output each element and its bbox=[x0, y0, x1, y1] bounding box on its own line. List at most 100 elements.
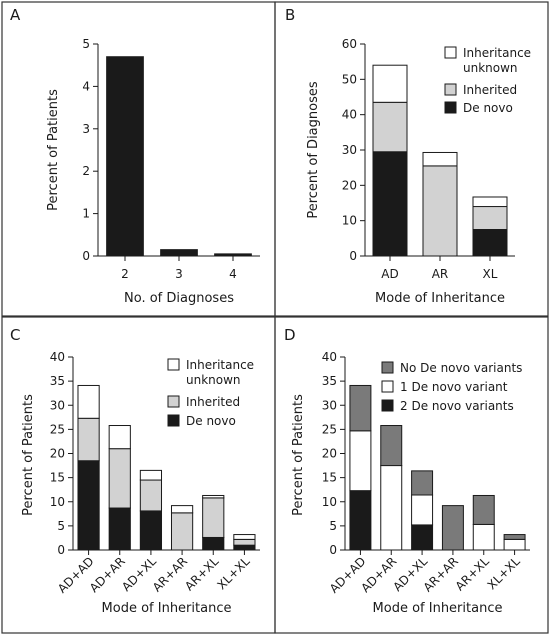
y-axis-label: Percent of Diagnoses bbox=[306, 81, 321, 219]
x-axis-label: Mode of Inheritance bbox=[375, 291, 505, 306]
y-tick-label: 1 bbox=[82, 207, 90, 221]
legend: Inheritance unknown Inherited De novo bbox=[444, 46, 531, 115]
y-tick-label: 60 bbox=[342, 37, 357, 51]
x-tick-label: AR+XL bbox=[453, 554, 492, 593]
legend-swatch bbox=[167, 395, 180, 408]
bar-value bbox=[160, 249, 198, 257]
legend: Inheritance unknown Inherited De novo bbox=[167, 358, 254, 428]
legend-label: 2 De novo variants bbox=[400, 399, 514, 413]
y-tick-label: 10 bbox=[322, 495, 337, 509]
y-axis-label: Percent of Patients bbox=[21, 394, 36, 516]
legend-label: Inheritance unknown bbox=[186, 358, 254, 387]
bar-inherited bbox=[422, 165, 458, 257]
y-tick-label: 5 bbox=[82, 37, 90, 51]
y-axis-label: Percent of Patients bbox=[46, 89, 61, 211]
legend-swatch bbox=[381, 361, 394, 374]
bar-inherited bbox=[170, 512, 194, 551]
y-tick-label: 0 bbox=[329, 543, 337, 557]
y-tick-label: 0 bbox=[57, 543, 65, 557]
y-tick-label: 35 bbox=[50, 374, 65, 388]
y-tick-label: 25 bbox=[322, 422, 337, 436]
legend-swatch bbox=[444, 83, 457, 96]
y-tick-label: 15 bbox=[50, 471, 65, 485]
legend-label: No De novo variants bbox=[400, 361, 522, 375]
y-tick-label: 20 bbox=[50, 447, 65, 461]
x-tick-label: AR+XL bbox=[182, 554, 221, 593]
x-tick-label: AD bbox=[381, 267, 398, 281]
bar-de-novo bbox=[77, 460, 100, 551]
legend-swatch bbox=[381, 380, 394, 393]
bar-no-de-novo-variants bbox=[380, 425, 403, 467]
bar-de-novo bbox=[108, 507, 131, 551]
x-tick-label: 2 bbox=[121, 267, 129, 281]
bar-1-de-novo-variant bbox=[411, 494, 434, 526]
legend-label: Inheritance unknown bbox=[463, 46, 531, 75]
panel-letter: B bbox=[285, 6, 295, 24]
y-tick-label: 10 bbox=[50, 495, 65, 509]
y-tick-label: 50 bbox=[342, 72, 357, 86]
bar-no-de-novo-variants bbox=[411, 470, 434, 496]
bar-de-novo bbox=[139, 510, 163, 551]
panel-letter: D bbox=[284, 326, 296, 344]
bar-1-de-novo-variant bbox=[503, 538, 526, 551]
bar-value bbox=[214, 253, 252, 257]
x-tick-label: 4 bbox=[229, 267, 237, 281]
legend-label: De novo bbox=[463, 101, 513, 115]
x-tick-label: AR+AR bbox=[150, 554, 190, 594]
bar-inherited bbox=[233, 538, 256, 546]
bar-1-de-novo-variant bbox=[380, 465, 403, 551]
bar-inherited bbox=[472, 206, 508, 231]
legend-label: De novo bbox=[186, 414, 236, 428]
y-tick-label: 4 bbox=[82, 79, 90, 93]
panel-b: B 0 10 20 30 40 50 60 Percent of Diagnoses AD AR XL… bbox=[274, 1, 549, 317]
bar-inherited bbox=[202, 497, 225, 538]
bar-inherited bbox=[139, 479, 163, 512]
y-tick-label: 40 bbox=[50, 350, 65, 364]
bar-1-de-novo-variant bbox=[472, 523, 495, 551]
panel-letter: A bbox=[10, 6, 21, 24]
bar-inheritance-unknown bbox=[77, 384, 100, 419]
bar-inheritance-unknown bbox=[170, 505, 194, 514]
bar-de-novo bbox=[372, 151, 408, 257]
legend-swatch bbox=[381, 399, 394, 412]
y-tick-label: 35 bbox=[322, 374, 337, 388]
bar-inheritance-unknown bbox=[139, 469, 163, 481]
y-tick-label: 0 bbox=[349, 249, 357, 263]
bar-no-de-novo-variants bbox=[503, 534, 526, 540]
legend-swatch bbox=[167, 358, 180, 371]
y-tick-label: 30 bbox=[50, 398, 65, 412]
bar-1-de-novo-variant bbox=[349, 430, 372, 492]
y-tick-label: 40 bbox=[322, 350, 337, 364]
x-tick-label: XL bbox=[483, 267, 498, 281]
bar-no-de-novo-variants bbox=[472, 494, 495, 525]
y-tick-label: 40 bbox=[342, 108, 357, 122]
panel-a: A 0 1 2 3 4 5 Percent of Patients 2 3 4 No. of Diag… bbox=[1, 1, 276, 317]
bar-no-de-novo-variants bbox=[441, 505, 464, 551]
bar-de-novo bbox=[472, 229, 508, 257]
legend-label: Inherited bbox=[463, 83, 517, 97]
bar-2-de-novo-variants bbox=[349, 490, 372, 551]
y-tick-label: 5 bbox=[57, 519, 65, 533]
x-axis-label: No. of Diagnoses bbox=[124, 291, 234, 306]
legend: No De novo variants 1 De novo variant 2 De… bbox=[381, 361, 522, 413]
y-tick-label: 30 bbox=[322, 398, 337, 412]
legend-label: Inherited bbox=[186, 395, 240, 409]
y-tick-label: 25 bbox=[50, 422, 65, 436]
y-axis-label: Percent of Patients bbox=[291, 394, 306, 516]
bar-2-de-novo-variants bbox=[411, 524, 434, 551]
legend-label: 1 De novo variant bbox=[400, 380, 508, 394]
x-tick-label: XL+XL bbox=[485, 554, 523, 592]
y-tick-label: 15 bbox=[322, 471, 337, 485]
y-tick-label: 2 bbox=[82, 164, 90, 178]
bar-inheritance-unknown bbox=[108, 425, 131, 450]
y-tick-label: 10 bbox=[342, 214, 357, 228]
legend-swatch bbox=[444, 46, 457, 59]
bar-inherited bbox=[77, 417, 100, 462]
panel-letter: C bbox=[10, 326, 20, 344]
bar-inherited bbox=[372, 101, 408, 153]
panel-border bbox=[274, 1, 549, 317]
legend-swatch bbox=[444, 101, 457, 114]
bar-inheritance-unknown bbox=[372, 64, 408, 103]
x-axis-label: Mode of Inheritance bbox=[102, 601, 232, 616]
